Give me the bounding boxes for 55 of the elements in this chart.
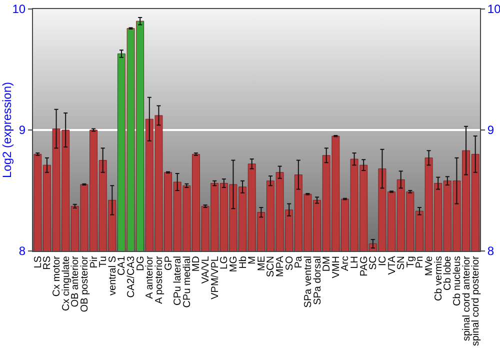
x-tick-label: Tg: [405, 256, 416, 268]
x-tick-label: Pa: [294, 256, 305, 268]
x-tick-label: spinal cord anterior: [461, 255, 472, 342]
x-tick-label: Hb: [238, 256, 249, 269]
x-tick-label: ME: [256, 256, 268, 271]
x-tick-label: Arc: [340, 256, 352, 271]
y2-tick-label: 10: [487, 2, 500, 16]
x-tick-label: Pn: [414, 256, 426, 268]
x-tick-label: ventral S: [107, 256, 118, 296]
x-tick-label: SPa dorsal: [312, 256, 324, 305]
x-tick-label: VMH: [330, 256, 342, 278]
x-tick-label: CPu medial: [182, 256, 193, 308]
x-tick-label: spinal cord posterior: [470, 255, 482, 346]
x-tick-label: SC: [368, 256, 380, 270]
y2-tick-label: 9: [487, 123, 494, 138]
x-tick-label: CA2/CA3: [126, 256, 138, 298]
y2-tick-label: 8: [487, 244, 494, 258]
x-tick-label: GP: [163, 256, 174, 270]
y-tick-label: 9: [18, 123, 26, 138]
y-tick-label: 8: [18, 244, 26, 258]
x-tick-label: MPA: [275, 256, 286, 277]
x-tick-label: LS: [32, 256, 44, 268]
x-tick-label: CA1: [116, 256, 128, 276]
x-tick-label: VTA: [386, 256, 398, 275]
x-tick-label: SN: [396, 256, 408, 270]
x-tick-label: Cb nucleus: [452, 256, 463, 306]
x-tick-label: LG: [219, 256, 230, 270]
x-tick-label: RS: [42, 256, 54, 270]
x-tick-label: MD: [191, 256, 202, 272]
x-tick-label: OB posterior: [79, 255, 90, 312]
x-tick-label: Pir: [88, 255, 100, 268]
x-tick-label: Tu: [98, 256, 110, 268]
x-tick-label: OB anterior: [70, 255, 82, 308]
x-tick-label: A anterior: [144, 255, 156, 299]
x-tick-label: A posterior: [154, 255, 165, 304]
x-tick-label: IC: [377, 256, 388, 266]
x-tick-label: Cx cingulate: [60, 256, 72, 312]
x-tick-label: LH: [350, 256, 361, 269]
x-tick-label: DM: [322, 256, 333, 272]
x-tick-label: M: [247, 256, 258, 264]
x-tick-label: SO: [284, 256, 296, 270]
x-tick-label: Cb lobe: [442, 256, 454, 290]
x-tick-label: MVe: [424, 256, 436, 276]
y-axis-title: Log2 (expression): [0, 82, 14, 178]
x-tick-label: VA/VL: [200, 256, 212, 284]
x-tick-label: PAG: [358, 256, 370, 276]
x-tick-label: CPu lateral: [172, 256, 184, 306]
x-tick-label: SPa ventral: [302, 256, 314, 308]
x-tick-label: Cx motor: [52, 255, 63, 297]
x-tick-label: DG: [135, 256, 146, 271]
x-tick-label: SCN: [266, 256, 277, 278]
x-tick-label: Cb vermis: [433, 256, 444, 302]
x-tick-label: VPM/VPL: [210, 256, 221, 300]
x-tick-label: MG: [228, 256, 240, 272]
y-tick-label: 10: [12, 2, 26, 16]
